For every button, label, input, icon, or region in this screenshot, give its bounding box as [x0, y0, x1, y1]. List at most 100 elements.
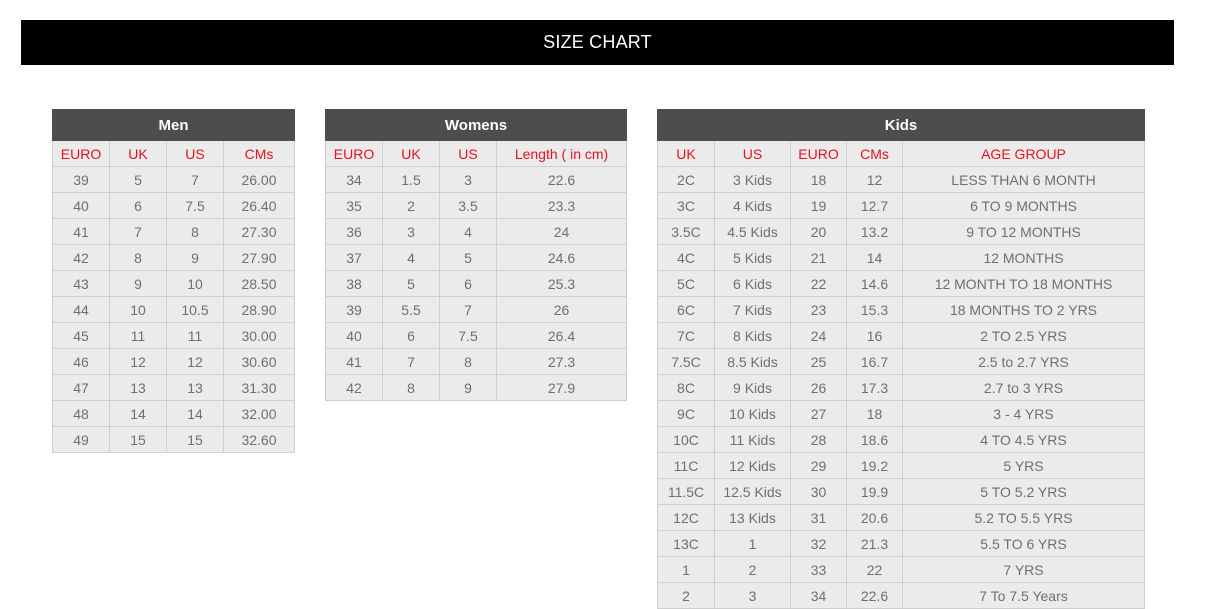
- table-cell: 27.9: [495, 374, 628, 401]
- table-cell: 15: [109, 426, 167, 453]
- table-cell: 18.6: [846, 426, 903, 453]
- table-cell: 4: [439, 218, 497, 245]
- table-cell: 19: [790, 192, 847, 219]
- table-row: 6C 7 Kids 23 15.3 18 MONTHS TO 2 YRS: [657, 296, 1145, 323]
- women-column-header: US: [439, 140, 497, 167]
- table-cell: 13.2: [846, 218, 903, 245]
- table-cell: 16.7: [846, 348, 903, 375]
- table-cell: LESS THAN 6 MONTH: [902, 166, 1145, 193]
- table-cell: 30.00: [223, 322, 295, 349]
- table-cell: 2C: [657, 166, 715, 193]
- table-cell: 1: [714, 530, 791, 557]
- table-cell: 30: [790, 478, 847, 505]
- table-cell: 4C: [657, 244, 715, 271]
- table-row: 38 5 6 25.3: [325, 270, 628, 297]
- table-row: 42 8 9 27.9: [325, 374, 628, 401]
- men-table-title: Men: [52, 109, 295, 141]
- table-cell: 5 YRS: [902, 452, 1145, 479]
- table-cell: 22: [790, 270, 847, 297]
- table-cell: 7.5: [166, 192, 224, 219]
- table-cell: 5: [382, 270, 440, 297]
- table-cell: 3 Kids: [714, 166, 791, 193]
- table-cell: 47: [52, 374, 110, 401]
- table-cell: 2: [714, 556, 791, 583]
- table-row: 11.5C 12.5 Kids 30 19.9 5 TO 5.2 YRS: [657, 478, 1145, 505]
- table-row: 11C 12 Kids 29 19.2 5 YRS: [657, 452, 1145, 479]
- table-row: 36 3 4 24: [325, 218, 628, 245]
- table-cell: 5.5 TO 6 YRS: [902, 530, 1145, 557]
- table-cell: 10: [109, 296, 167, 323]
- table-cell: 10: [166, 270, 224, 297]
- table-cell: 43: [52, 270, 110, 297]
- table-row: 10C 11 Kids 28 18.6 4 TO 4.5 YRS: [657, 426, 1145, 453]
- table-cell: 31: [790, 504, 847, 531]
- table-cell: 6C: [657, 296, 715, 323]
- women-column-header: EURO: [325, 140, 383, 167]
- page-title: SIZE CHART: [543, 32, 652, 52]
- table-row: 37 4 5 24.6: [325, 244, 628, 271]
- table-cell: 14: [166, 400, 224, 427]
- table-row: 46 12 12 30.60: [52, 348, 295, 375]
- table-cell: 26: [790, 374, 847, 401]
- table-cell: 32: [790, 530, 847, 557]
- table-cell: 9: [109, 270, 167, 297]
- kids-size-table: Kids UK US EURO CMs AGE GROUP 2C 3 Kids 18 12 LE…: [657, 109, 1145, 609]
- table-cell: 6: [109, 192, 167, 219]
- table-cell: 5.2 TO 5.5 YRS: [902, 504, 1145, 531]
- table-cell: 7.5C: [657, 348, 715, 375]
- table-cell: 12.5 Kids: [714, 478, 791, 505]
- table-cell: 1: [657, 556, 715, 583]
- men-column-header: CMs: [223, 140, 295, 167]
- table-row: 7C 8 Kids 24 16 2 TO 2.5 YRS: [657, 322, 1145, 349]
- table-cell: 23.3: [495, 192, 628, 219]
- table-cell: 12: [846, 166, 903, 193]
- table-cell: 9 Kids: [714, 374, 791, 401]
- table-row: 1 2 33 22 7 YRS: [657, 556, 1145, 583]
- table-cell: 5: [439, 244, 497, 271]
- table-cell: 31.30: [223, 374, 295, 401]
- table-cell: 5: [109, 166, 167, 193]
- table-row: 41 7 8 27.3: [325, 348, 628, 375]
- table-cell: 8: [109, 244, 167, 271]
- table-row: 43 9 10 28.50: [52, 270, 295, 297]
- table-row: 40 6 7.5 26.4: [325, 322, 628, 349]
- table-cell: 26.00: [223, 166, 295, 193]
- table-cell: 7: [382, 348, 440, 375]
- table-cell: 14: [846, 244, 903, 271]
- table-cell: 14.6: [846, 270, 903, 297]
- men-column-header: EURO: [52, 140, 110, 167]
- table-cell: 33: [790, 556, 847, 583]
- table-cell: 49: [52, 426, 110, 453]
- table-cell: 12: [109, 348, 167, 375]
- table-cell: 8: [382, 374, 440, 401]
- table-cell: 16: [846, 322, 903, 349]
- men-column-header: UK: [109, 140, 167, 167]
- table-cell: 12 Kids: [714, 452, 791, 479]
- table-row: 8C 9 Kids 26 17.3 2.7 to 3 YRS: [657, 374, 1145, 401]
- table-cell: 30.60: [223, 348, 295, 375]
- table-cell: 37: [325, 244, 383, 271]
- table-row: 42 8 9 27.90: [52, 244, 295, 271]
- table-cell: 35: [325, 192, 383, 219]
- table-cell: 5 TO 5.2 YRS: [902, 478, 1145, 505]
- table-cell: 26.4: [495, 322, 628, 349]
- table-cell: 21: [790, 244, 847, 271]
- kids-column-header: CMs: [846, 140, 903, 167]
- table-cell: 24: [495, 218, 628, 245]
- table-cell: 27: [790, 400, 847, 427]
- table-cell: 4.5 Kids: [714, 218, 791, 245]
- women-column-header: Length ( in cm): [495, 140, 628, 167]
- table-cell: 9: [166, 244, 224, 271]
- men-column-header: US: [166, 140, 224, 167]
- table-cell: 20: [790, 218, 847, 245]
- table-cell: 38: [325, 270, 383, 297]
- table-row: 49 15 15 32.60: [52, 426, 295, 453]
- table-cell: 3 - 4 YRS: [902, 400, 1145, 427]
- table-cell: 25: [790, 348, 847, 375]
- table-row: 13C 1 32 21.3 5.5 TO 6 YRS: [657, 530, 1145, 557]
- table-cell: 5.5: [382, 296, 440, 323]
- table-row: 47 13 13 31.30: [52, 374, 295, 401]
- table-row: 44 10 10.5 28.90: [52, 296, 295, 323]
- table-cell: 14: [109, 400, 167, 427]
- table-cell: 40: [325, 322, 383, 349]
